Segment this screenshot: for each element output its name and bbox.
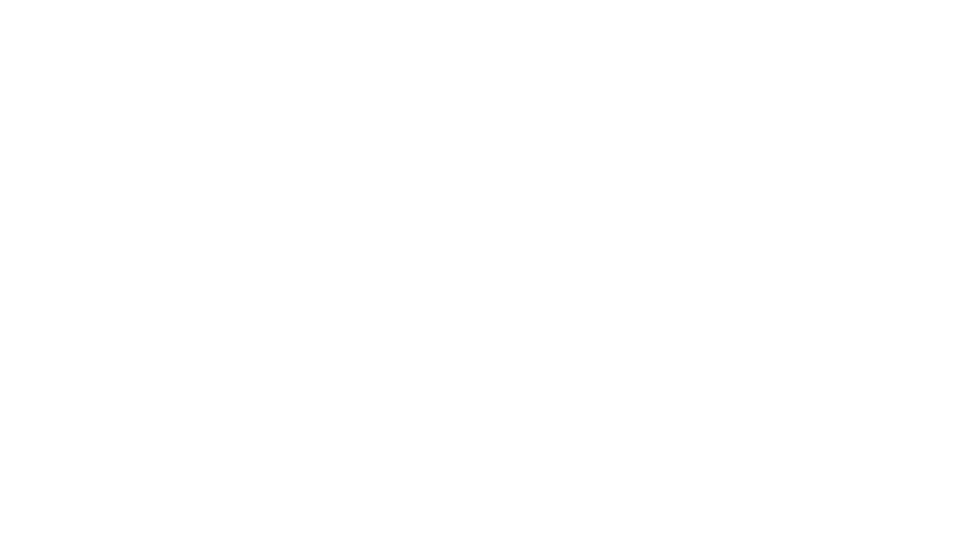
Text: Operation
Module (OM): Operation Module (OM): [443, 271, 556, 307]
Text: 6: 6: [893, 509, 902, 523]
Text: Data updating: Data updating: [648, 381, 754, 395]
Text: Architecture of Proposed SRAM-Based TCAM: Architecture of Proposed SRAM-Based TCAM: [58, 54, 764, 85]
Text: Dual-port
SRAM: Dual-port SRAM: [699, 271, 780, 307]
FancyBboxPatch shape: [648, 232, 830, 346]
Text: Computer & Internet Architecture Lab
CSIE, National Cheng Kung University: Computer & Internet Architecture Lab CSI…: [343, 499, 617, 532]
Text: ●: ●: [53, 132, 65, 146]
Text: A proposed bundle-updatable SRAM-based TCAM (BU-TCAM) module
comprises three sub: A proposed bundle-updatable SRAM-based T…: [72, 130, 795, 200]
FancyBboxPatch shape: [168, 232, 350, 346]
FancyBboxPatch shape: [408, 232, 590, 346]
Text: Result
output: Result output: [848, 274, 896, 304]
Text: Query or
update
string: Query or update string: [49, 266, 114, 312]
Text: Updating
Controller (UC): Updating Controller (UC): [194, 271, 324, 307]
